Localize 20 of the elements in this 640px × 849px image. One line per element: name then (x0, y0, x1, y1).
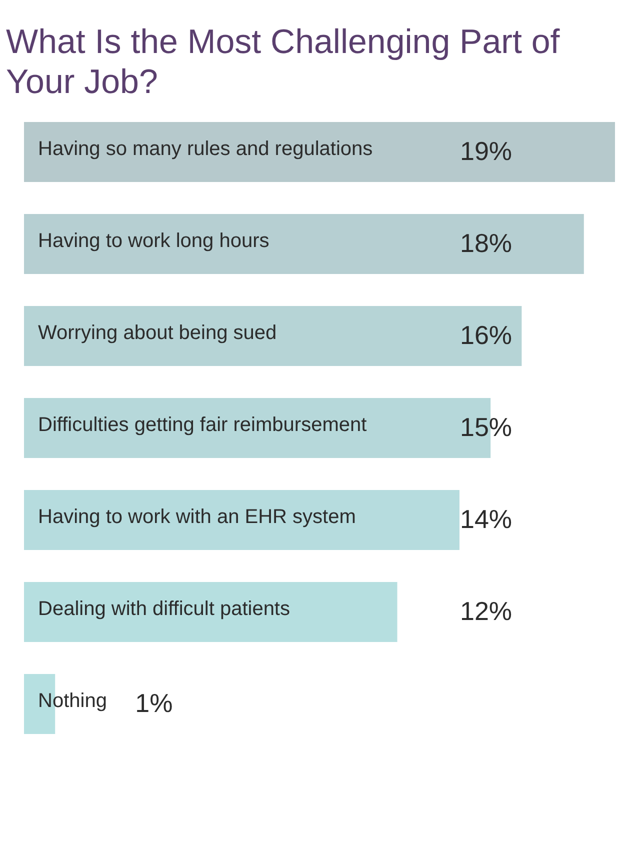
bar (24, 490, 460, 550)
bar (24, 214, 584, 274)
y-tick-label: Dealing with difficult patients (38, 598, 290, 620)
y-tick-label: Worrying about being sued (38, 322, 277, 344)
y-tick-label: Difficulties getting fair reimbursement (38, 414, 368, 436)
bar (24, 582, 398, 642)
bar (24, 306, 522, 366)
data-label: 19% (460, 136, 512, 166)
bar (24, 122, 615, 182)
data-label: 18% (460, 228, 512, 258)
data-label: 1% (135, 688, 173, 718)
y-tick-label: Having to work with an EHR system (38, 506, 356, 528)
y-tick-label: Having so many rules and regulations (38, 138, 373, 160)
data-label: 16% (460, 320, 512, 350)
y-tick-label: Nothing (38, 690, 107, 712)
data-label: 12% (460, 596, 512, 626)
chart-title: What Is the Most Challenging Part of Your Job? (6, 22, 561, 102)
data-label: 14% (460, 504, 512, 534)
data-label: 15% (460, 412, 512, 442)
y-tick-label: Having to work long hours (38, 230, 270, 252)
